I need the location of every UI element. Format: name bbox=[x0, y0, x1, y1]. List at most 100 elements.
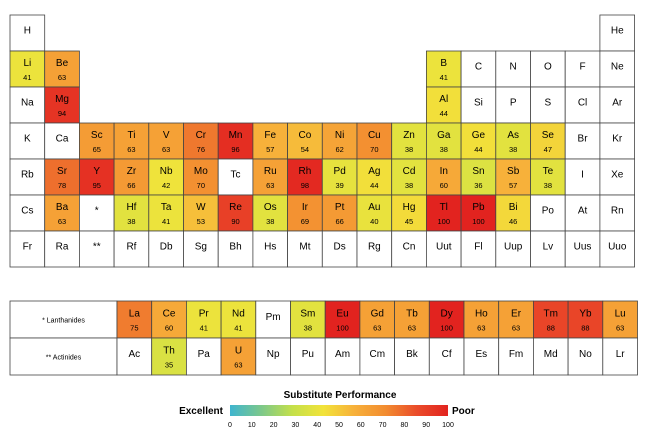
element-cell-Y: Y 95 bbox=[79, 158, 115, 196]
element-value: 60 bbox=[165, 324, 173, 333]
element-value: 63 bbox=[408, 324, 416, 333]
element-cell-Na: Na bbox=[9, 86, 46, 124]
element-symbol: Cm bbox=[369, 349, 385, 360]
element-value: 95 bbox=[93, 181, 101, 190]
element-cell-Rb: Rb bbox=[9, 158, 46, 196]
element-cell-Cr: Cr 76 bbox=[183, 122, 219, 160]
element-symbol: U bbox=[235, 346, 242, 357]
element-cell-Sm: Sm 38 bbox=[290, 300, 326, 339]
element-cell-No: No bbox=[567, 337, 604, 376]
cell-background bbox=[9, 158, 46, 196]
element-value: 65 bbox=[93, 145, 101, 154]
element-cell-Rf: Rf bbox=[113, 230, 150, 268]
element-symbol: Ba bbox=[56, 202, 69, 213]
cell-background bbox=[9, 194, 46, 232]
element-symbol: Hf bbox=[126, 202, 136, 213]
cell-background bbox=[220, 337, 257, 376]
cell-background bbox=[148, 122, 184, 160]
element-symbol: Ti bbox=[127, 130, 135, 141]
element-symbol: Re bbox=[229, 202, 242, 213]
element-cell-Dy: Dy 100 bbox=[428, 300, 465, 339]
element-cell-Md: Md bbox=[533, 337, 569, 376]
element-symbol: Pt bbox=[335, 202, 345, 213]
element-symbol: K bbox=[24, 134, 31, 145]
element-value: 100 bbox=[472, 217, 485, 226]
element-symbol: As bbox=[507, 130, 519, 141]
element-cell-Ar: Ar bbox=[599, 86, 636, 124]
element-value: 100 bbox=[336, 324, 349, 333]
element-symbol: Br bbox=[578, 134, 589, 145]
element-symbol: O bbox=[544, 62, 552, 73]
element-symbol: Yb bbox=[579, 309, 592, 320]
element-symbol: Ga bbox=[437, 130, 451, 141]
element-symbol: Tb bbox=[406, 309, 418, 320]
element-cell-Ds: Ds bbox=[321, 230, 358, 268]
element-symbol: Rb bbox=[21, 170, 34, 181]
element-symbol: Se bbox=[542, 130, 555, 141]
element-cell-Pu: Pu bbox=[290, 337, 326, 376]
element-symbol: Kr bbox=[612, 134, 623, 145]
element-symbol: Sn bbox=[472, 166, 484, 177]
element-cell-Ta: Ta 41 bbox=[148, 194, 184, 232]
element-value: 42 bbox=[162, 181, 170, 190]
element-value: 63 bbox=[127, 145, 135, 154]
element-symbol: Bi bbox=[509, 202, 518, 213]
element-cell-P: P bbox=[495, 86, 531, 124]
element-symbol: Uuo bbox=[608, 242, 627, 253]
element-symbol: F bbox=[579, 62, 585, 73]
cell-background bbox=[394, 337, 430, 376]
scale-tick-label: 20 bbox=[270, 422, 278, 429]
element-symbol: B bbox=[440, 58, 447, 69]
element-cell-Pr: Pr 41 bbox=[185, 300, 222, 339]
element-symbol: Uup bbox=[504, 242, 523, 253]
element-value: 78 bbox=[58, 181, 66, 190]
element-cell-W: W 53 bbox=[183, 194, 219, 232]
element-symbol: Ru bbox=[264, 166, 277, 177]
element-cell-Lu: Lu 63 bbox=[602, 300, 638, 339]
element-value: 70 bbox=[370, 145, 378, 154]
element-symbol: Ra bbox=[56, 242, 69, 253]
cell-background bbox=[113, 158, 150, 196]
element-symbol: Uut bbox=[436, 242, 452, 253]
element-symbol: In bbox=[440, 166, 448, 177]
element-cell-Ti: Ti 63 bbox=[113, 122, 150, 160]
element-cell-O: O bbox=[530, 50, 566, 88]
element-symbol: Hs bbox=[264, 242, 276, 253]
scale-tick-label: 60 bbox=[357, 422, 365, 429]
cell-background bbox=[602, 337, 638, 376]
element-value: 54 bbox=[301, 145, 309, 154]
element-symbol: Os bbox=[264, 202, 277, 213]
element-cell-Mg: Mg 94 bbox=[44, 86, 80, 124]
element-cell-Fm: Fm bbox=[498, 337, 534, 376]
cell-background bbox=[290, 300, 326, 339]
element-cell-Fr: Fr bbox=[9, 230, 46, 268]
series-label-cell: ** Actinides bbox=[9, 337, 118, 376]
cell-background bbox=[567, 300, 604, 339]
element-symbol: Pm bbox=[266, 312, 281, 323]
element-symbol: Sg bbox=[195, 242, 207, 253]
element-cell-Rh: Rh 98 bbox=[287, 158, 323, 196]
cell-background bbox=[116, 337, 153, 376]
element-cell-Gd: Gd 63 bbox=[359, 300, 395, 339]
element-value: 44 bbox=[440, 109, 448, 118]
element-symbol: Fl bbox=[474, 242, 482, 253]
element-symbol: Rf bbox=[126, 242, 136, 253]
cell-background bbox=[564, 158, 601, 196]
element-cell-V: V 63 bbox=[148, 122, 184, 160]
element-cell-Kr: Kr bbox=[599, 122, 636, 160]
element-cell-Ra: Ra bbox=[44, 230, 80, 268]
element-cell-Nd: Nd 41 bbox=[220, 300, 257, 339]
element-value: 66 bbox=[335, 217, 343, 226]
element-symbol: I bbox=[581, 170, 584, 181]
element-symbol: Co bbox=[299, 130, 312, 141]
cell-background bbox=[183, 230, 219, 268]
cell-background bbox=[220, 300, 257, 339]
element-cell-Ga: Ga 38 bbox=[425, 122, 462, 160]
element-symbol: V bbox=[163, 130, 170, 141]
cell-background bbox=[599, 50, 636, 88]
element-cell-Hs: Hs bbox=[252, 230, 288, 268]
scale-tick-label: 40 bbox=[313, 422, 321, 429]
element-cell-Ir: Ir 69 bbox=[287, 194, 323, 232]
element-cell-Nb: Nb 42 bbox=[148, 158, 184, 196]
element-value: 38 bbox=[266, 217, 274, 226]
